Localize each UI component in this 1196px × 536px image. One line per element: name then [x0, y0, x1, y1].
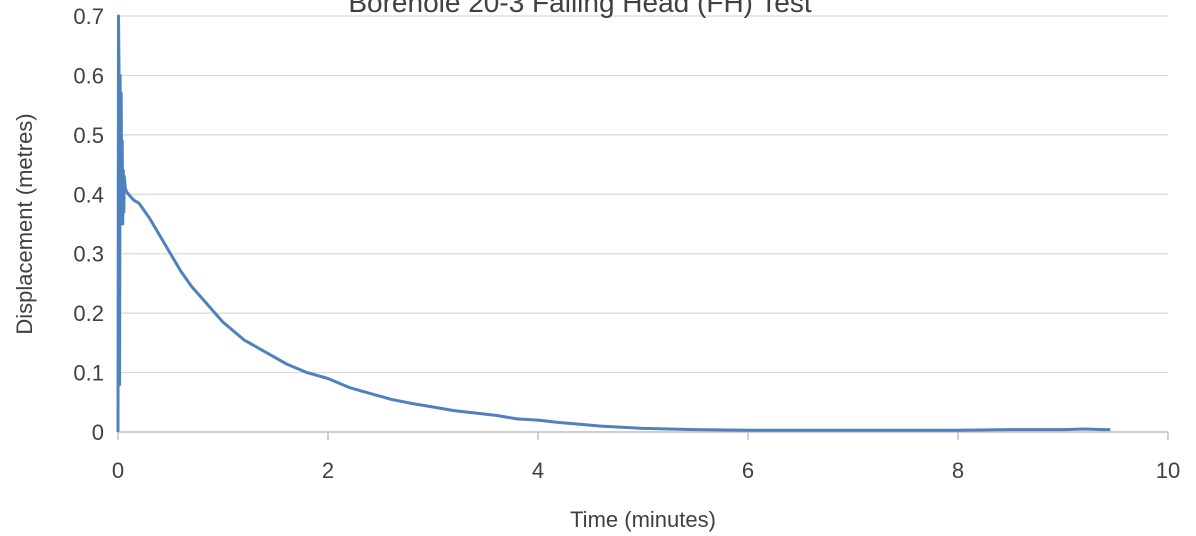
y-tick-label: 0.3	[73, 242, 104, 267]
displacement-series-line	[116, 14, 1111, 433]
x-tick-label: 0	[112, 458, 124, 483]
chart-title: Borehole 20-3 Falling Head (FH) Test	[348, 0, 811, 18]
y-tick-label: 0.5	[73, 123, 104, 148]
x-axis-title: Time (minutes)	[570, 507, 716, 532]
x-tick-label: 2	[322, 458, 334, 483]
y-tick-label: 0	[92, 420, 104, 445]
y-axis-title: Displacement (metres)	[12, 113, 37, 334]
x-tick-label: 6	[742, 458, 754, 483]
x-tick-label: 8	[952, 458, 964, 483]
y-tick-label: 0.2	[73, 301, 104, 326]
y-axis-tick-labels: 0 0.1 0.2 0.3 0.4 0.5 0.6 0.7	[73, 4, 104, 445]
y-tick-label: 0.4	[73, 182, 104, 207]
y-tick-label: 0.1	[73, 361, 104, 386]
axes	[117, 431, 1169, 440]
y-tick-label: 0.7	[73, 4, 104, 29]
x-tick-label: 10	[1156, 458, 1180, 483]
x-axis-tick-labels: 0 2 4 6 8 10	[112, 458, 1180, 483]
y-tick-label: 0.6	[73, 63, 104, 88]
gridlines	[118, 15, 1168, 374]
x-tick-label: 4	[532, 458, 544, 483]
